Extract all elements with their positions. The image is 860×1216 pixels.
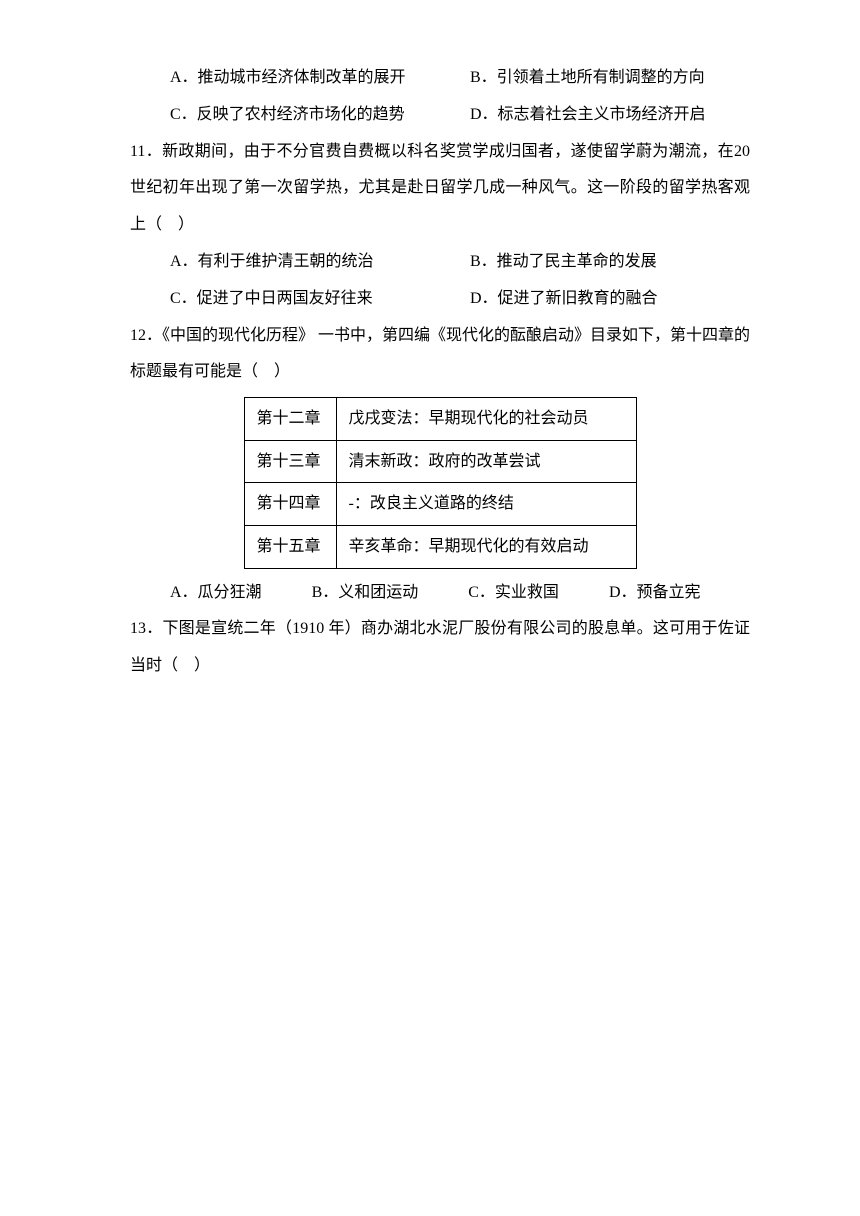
q12-option-c: C．实业救国 [468,575,559,612]
q11-option-c: C．促进了中日两国友好往来 [170,281,470,318]
q12-option-d: D．预备立宪 [609,575,701,612]
toc-row: 第十五章 辛亥革命：早期现代化的有效启动 [244,525,636,568]
toc-title: 清末新政：政府的改革尝试 [336,440,636,483]
q12-text: 12．《中国的现代化历程》 一书中，第四编《现代化的酝酿启动》目录如下，第十四章… [130,318,750,392]
toc-chapter: 第十四章 [244,483,336,526]
q11-option-row-1: A．有利于维护清王朝的统治 B．推动了民主革命的发展 [170,244,750,281]
q11-option-b: B．推动了民主革命的发展 [470,244,657,281]
toc-row: 第十三章 清末新政：政府的改革尝试 [244,440,636,483]
q10-option-c: C．反映了农村经济市场化的趋势 [170,97,470,134]
q13-text: 13．下图是宣统二年（1910 年）商办湖北水泥厂股份有限公司的股息单。这可用于… [130,611,750,685]
toc-title: -：改良主义道路的终结 [336,483,636,526]
toc-chapter: 第十五章 [244,525,336,568]
q10-option-b: B．引领着土地所有制调整的方向 [470,60,705,97]
q12-option-a: A．瓜分狂潮 [170,575,262,612]
q10-option-a: A．推动城市经济体制改革的展开 [170,60,470,97]
q12-option-b: B．义和团运动 [312,575,419,612]
q11-option-row-2: C．促进了中日两国友好往来 D．促进了新旧教育的融合 [170,281,750,318]
toc-title: 辛亥革命：早期现代化的有效启动 [336,525,636,568]
q11-option-d: D．促进了新旧教育的融合 [470,281,658,318]
q12-toc-table: 第十二章 戊戌变法：早期现代化的社会动员 第十三章 清末新政：政府的改革尝试 第… [244,397,637,568]
toc-row: 第十二章 戊戌变法：早期现代化的社会动员 [244,398,636,441]
q11-text: 11．新政期间，由于不分官费自费概以科名奖赏学成归国者，遂使留学蔚为潮流，在20… [130,134,750,244]
q10-option-row-2: C．反映了农村经济市场化的趋势 D．标志着社会主义市场经济开启 [170,97,750,134]
q11-option-a: A．有利于维护清王朝的统治 [170,244,470,281]
q10-option-d: D．标志着社会主义市场经济开启 [470,97,706,134]
toc-title: 戊戌变法：早期现代化的社会动员 [336,398,636,441]
toc-chapter: 第十二章 [244,398,336,441]
toc-chapter: 第十三章 [244,440,336,483]
q12-option-row: A．瓜分狂潮 B．义和团运动 C．实业救国 D．预备立宪 [170,575,750,612]
toc-row: 第十四章 -：改良主义道路的终结 [244,483,636,526]
q10-option-row-1: A．推动城市经济体制改革的展开 B．引领着土地所有制调整的方向 [170,60,750,97]
